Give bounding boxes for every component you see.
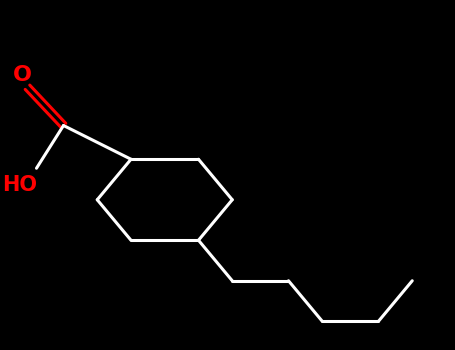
Text: O: O bbox=[13, 65, 31, 85]
Text: HO: HO bbox=[2, 175, 37, 195]
